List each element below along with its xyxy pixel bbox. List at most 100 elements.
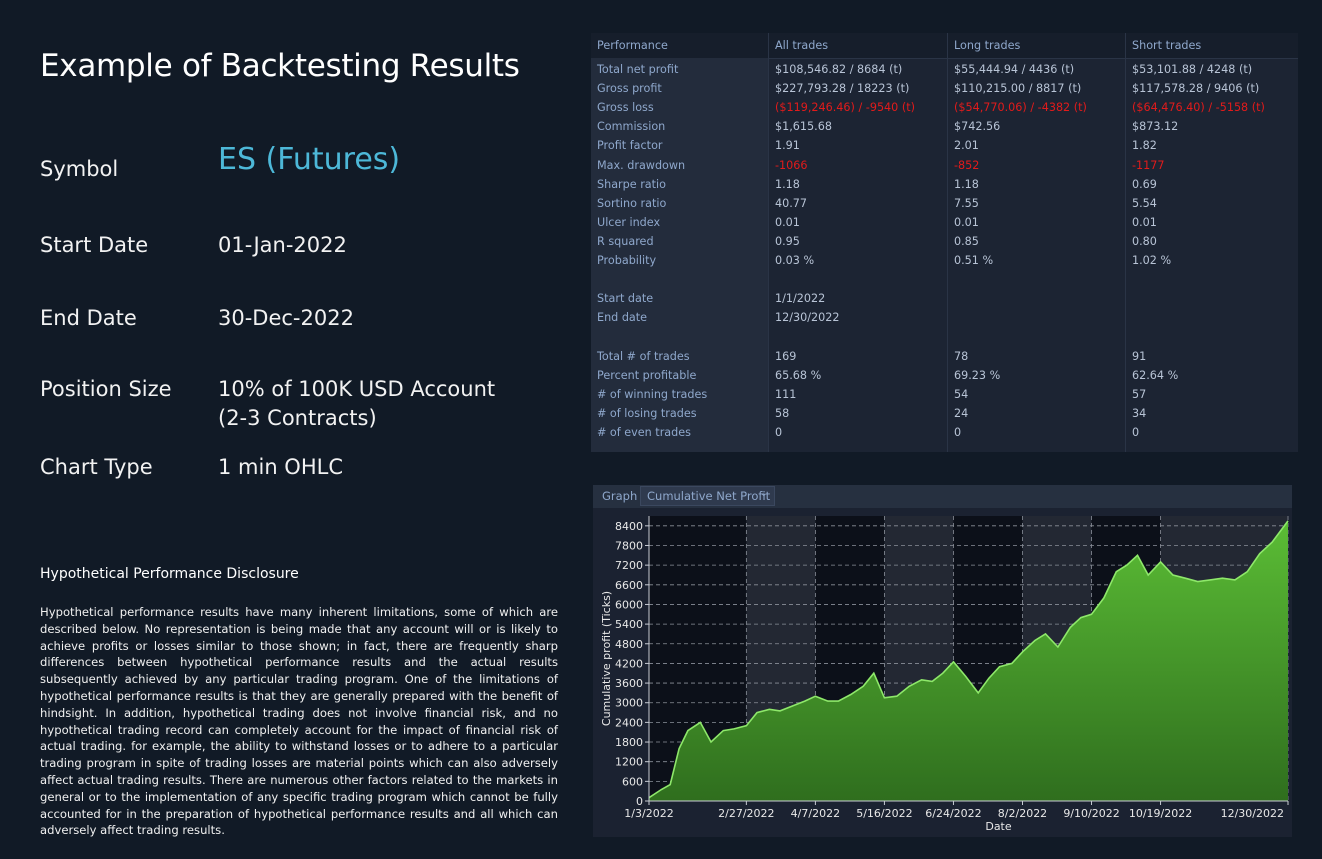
table-cell: 169 (775, 349, 797, 363)
table-row-label: Ulcer index (597, 215, 661, 229)
table-row-label: # of losing trades (597, 406, 697, 420)
table-cell: 0 (954, 425, 962, 439)
y-tick-label: 600 (622, 775, 643, 788)
table-cell: 111 (775, 387, 797, 401)
table-cell: 54 (954, 387, 969, 401)
y-tick-label: 4200 (615, 657, 643, 670)
x-tick-label: 2/27/2022 (718, 807, 774, 820)
profit-area (649, 520, 1288, 801)
x-axis-label: Date (985, 820, 1012, 833)
cumulative-profit-chart: 0 600 1200 1800 2400 3000 3600 4200 4800 5400 6000… (600, 516, 1289, 833)
x-tick-label: 5/16/2022 (856, 807, 912, 820)
table-cell: -1066 (775, 158, 808, 172)
chart-type-value: 1 min OHLC (218, 455, 343, 479)
symbol-value: ES (Futures) (218, 142, 401, 177)
start-date-value: 01-Jan-2022 (218, 233, 347, 257)
disclosure-title: Hypothetical Performance Disclosure (40, 566, 299, 582)
y-tick-label: 5400 (615, 618, 643, 631)
position-size-label: Position Size (40, 377, 172, 401)
table-cell: 62.64 % (1132, 368, 1179, 382)
table-cell: 0 (1132, 425, 1140, 439)
table-row-label: Start date (597, 292, 654, 306)
profit-line (648, 520, 1289, 799)
table-cell: 5.54 (1132, 196, 1157, 210)
table-header-cell: All trades (775, 39, 829, 52)
table-row-label: Probability (597, 254, 657, 267)
table-cell: 0.95 (775, 234, 800, 248)
y-axis-label: Cumulative profit (Ticks) (600, 591, 613, 726)
table-row-label: Gross profit (597, 82, 662, 96)
table-row-label: Percent profitable (597, 368, 697, 382)
x-tick-label: 10/19/2022 (1129, 807, 1192, 820)
table-cell: 24 (954, 406, 969, 420)
y-tick-label: 1200 (615, 756, 643, 769)
table-cell: $873.12 (1132, 120, 1179, 134)
table-cell: 91 (1132, 349, 1147, 363)
table-row-label: # of winning trades (597, 387, 708, 401)
table-cell: 12/30/2022 (775, 311, 840, 325)
table-cell: $1,615.68 (775, 120, 832, 134)
graph-tab[interactable]: Graph (602, 489, 638, 503)
table-row-label: Profit factor (597, 139, 663, 153)
graph-type-value: Cumulative Net Profit (647, 489, 771, 503)
x-tick-label: 12/30/2022 (1221, 807, 1284, 820)
table-cell: $55,444.94 / 4436 (t) (954, 63, 1075, 76)
table-cell: 0.01 (775, 215, 800, 229)
table-cell: 1.18 (775, 177, 800, 191)
table-cell: 40.77 (775, 196, 808, 210)
y-tick-label: 7800 (615, 539, 643, 552)
y-tick-label: 6000 (615, 598, 643, 611)
table-cell: 0 (775, 425, 783, 439)
table-cell: 1/1/2022 (775, 292, 826, 306)
table-cell: 78 (954, 349, 969, 363)
table-cell: 0.51 % (954, 254, 994, 267)
label-column (591, 58, 768, 452)
x-tick-label: 8/2/2022 (998, 807, 1047, 820)
chart-type-label: Chart Type (40, 455, 153, 479)
y-tick-label: 7200 (615, 559, 643, 572)
performance-table: Performance All trades Long trades Short tr… (591, 33, 1298, 452)
table-cell: 7.55 (954, 196, 979, 210)
end-date-label: End Date (40, 306, 137, 330)
graph-panel: Graph Cumulative Net Profit ⌄ 0 600 1200 18… (593, 485, 1292, 837)
table-cell: ($64,476.40) / -5158 (t) (1132, 101, 1265, 115)
table-row-label: Total net profit (597, 63, 679, 76)
y-tick-label: 0 (636, 795, 643, 808)
start-date-label: Start Date (40, 233, 149, 257)
table-cell: 69.23 % (954, 368, 1001, 382)
table-row-label: R squared (597, 234, 654, 248)
position-size-value: 10% of 100K USD Account (2-3 Contracts) (218, 377, 496, 430)
y-tick-label: 1800 (615, 736, 643, 749)
table-cell: 2.01 (954, 139, 979, 153)
table-row-label: End date (597, 311, 648, 325)
table-cell: 58 (775, 406, 790, 420)
table-cell: ($54,770.06) / -4382 (t) (954, 101, 1087, 115)
table-cell: 0.01 (1132, 215, 1157, 229)
graph-toolbar: Graph Cumulative Net Profit ⌄ (593, 485, 1292, 508)
symbol-row: Symbol ES (Futures) (40, 145, 560, 197)
x-tick-label: 6/24/2022 (925, 807, 981, 820)
x-tick-label: 1/3/2022 (624, 807, 673, 820)
graph-type-select[interactable]: Cumulative Net Profit ⌄ (640, 486, 775, 506)
end-date-row: End Date 30-Dec-2022 (40, 306, 560, 336)
table-cell: 0.01 (954, 215, 979, 229)
table-row-label: Total # of trades (597, 349, 690, 363)
left-panel: Example of Backtesting Results Symbol ES… (0, 0, 580, 859)
table-cell: $227,793.28 / 18223 (t) (775, 82, 910, 96)
column-divider (947, 33, 948, 452)
y-tick-label: 4800 (615, 638, 643, 651)
column-divider (1125, 33, 1126, 452)
table-header-cell: Short trades (1132, 39, 1202, 52)
end-date-value: 30-Dec-2022 (218, 306, 354, 330)
y-tick-label: 3600 (615, 677, 643, 690)
table-cell: 1.82 (1132, 139, 1157, 153)
table-cell: ($119,246.46) / -9540 (t) (775, 101, 915, 115)
table-row-label: Gross loss (597, 101, 654, 115)
table-cell: 1.18 (954, 177, 979, 191)
table-cell: $53,101.88 / 4248 (t) (1132, 63, 1253, 76)
x-tick-label: 4/7/2022 (791, 807, 840, 820)
position-size-row: Position Size 10% of 100K USD Account (2… (40, 377, 560, 437)
y-tick-label: 8400 (615, 520, 643, 533)
table-cell: $108,546.82 / 8684 (t) (775, 63, 903, 76)
symbol-label: Symbol (40, 157, 119, 181)
